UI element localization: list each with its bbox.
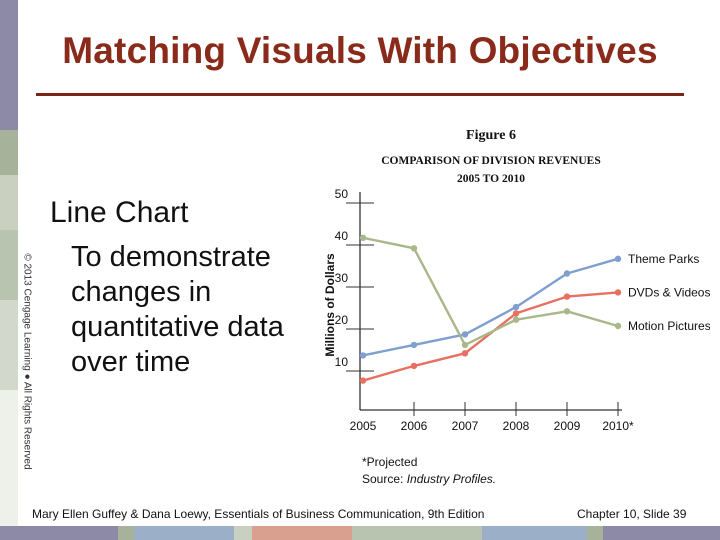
data-point [614,322,622,330]
figure-label: Figure 6 [466,128,516,143]
x-tick-label: 2005 [350,419,377,433]
content-heading: Line Chart [50,196,189,229]
data-point [461,331,469,338]
y-tick-label: 20 [335,313,349,327]
legend-label: Motion Pictures [628,319,710,333]
data-point [461,341,469,349]
bottom-decorative-bar [0,526,720,540]
chart-source-prefix: Source: [362,472,403,486]
footer-slide-number: Chapter 10, Slide 39 [577,507,687,521]
left-decorative-stripe [0,0,18,540]
footer-citation: Mary Ellen Guffey & Dana Loewy, Essentia… [32,507,485,521]
y-axis-label: Millions of Dollars [323,253,337,357]
title-underline [36,93,684,96]
chart-title: COMPARISON OF DIVISION REVENUES [381,155,600,167]
legend-label: Theme Parks [628,252,699,266]
y-tick-label: 50 [335,187,349,201]
data-point [461,350,469,357]
data-point [512,316,520,323]
series-line [362,236,619,347]
x-tick-label: 2006 [401,419,428,433]
x-tick-label: 2007 [452,419,479,433]
series-line [362,257,619,357]
x-tick-label: 2008 [503,419,530,433]
y-tick-label: 30 [335,271,349,285]
data-point [563,293,571,300]
content-description: To demonstrate changes in quantitative d… [71,241,284,378]
chart-subtitle: 2005 TO 2010 [457,173,525,185]
y-tick-label: 40 [335,229,349,243]
data-point [512,310,520,317]
data-point [563,308,571,315]
data-point [614,289,622,296]
legend-label: DVDs & Videos [628,285,710,299]
data-point [410,245,418,252]
series-line [362,291,619,382]
data-point [410,341,418,349]
copyright-notice: © 2013 Cengage Learning ● All Rights Res… [21,253,33,470]
chart-note: *Projected [362,455,417,469]
data-point [512,303,520,311]
chart-source: Source: Industry Profiles. [362,472,496,486]
line-chart: Figure 6 COMPARISON OF DIVISION REVENUES… [323,128,710,486]
data-point [359,352,367,359]
data-point [359,377,367,384]
chart-source-text: Industry Profiles. [407,472,496,486]
y-tick-label: 10 [335,355,349,369]
data-point [410,362,418,370]
x-tick-label: 2009 [554,419,581,433]
data-point [359,234,367,241]
slide-title: Matching Visuals With Objectives [62,30,658,71]
x-tick-label: 2010* [602,419,634,433]
data-point [614,255,622,262]
data-point [563,270,571,277]
